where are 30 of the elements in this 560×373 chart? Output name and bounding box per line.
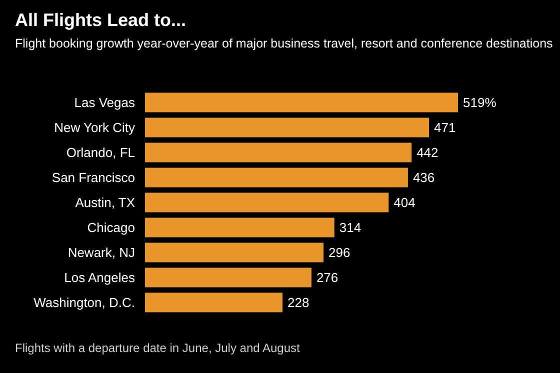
data-label: 404 xyxy=(394,195,416,210)
bar xyxy=(145,242,324,262)
data-label: 228 xyxy=(288,295,310,310)
data-label: 296 xyxy=(328,245,350,260)
y-tick-label: Chicago xyxy=(87,220,135,235)
data-label: 314 xyxy=(339,220,362,235)
y-tick-label: Washington, D.C. xyxy=(34,295,135,310)
data-label: 442 xyxy=(416,145,438,160)
bar xyxy=(145,268,312,288)
y-tick-label: New York City xyxy=(54,120,136,135)
bar xyxy=(145,142,412,162)
y-tick-label: Newark, NJ xyxy=(68,245,135,260)
chart-subtitle: Flight booking growth year-over-year of major business travel, resort and conference destinations xyxy=(15,36,553,50)
y-tick-label: Orlando, FL xyxy=(66,145,135,160)
data-label: 471 xyxy=(434,120,456,135)
data-label: 276 xyxy=(316,270,338,285)
data-label: 519% xyxy=(463,95,497,110)
bar xyxy=(145,118,430,138)
text: Flights with a departure date in June, July and August xyxy=(15,341,301,355)
y-tick-label: Las Vegas xyxy=(74,95,136,110)
y-tick-label: San Francisco xyxy=(52,170,135,185)
data-label: 436 xyxy=(412,170,435,185)
bar xyxy=(145,92,458,112)
bar xyxy=(145,168,408,188)
y-tick-label: Los Angeles xyxy=(64,270,136,285)
bar xyxy=(145,292,283,312)
bar xyxy=(145,218,334,238)
y-tick-label: Austin, TX xyxy=(75,195,136,210)
bar xyxy=(145,192,389,212)
chart-title: All Flights Lead to... xyxy=(15,10,186,30)
